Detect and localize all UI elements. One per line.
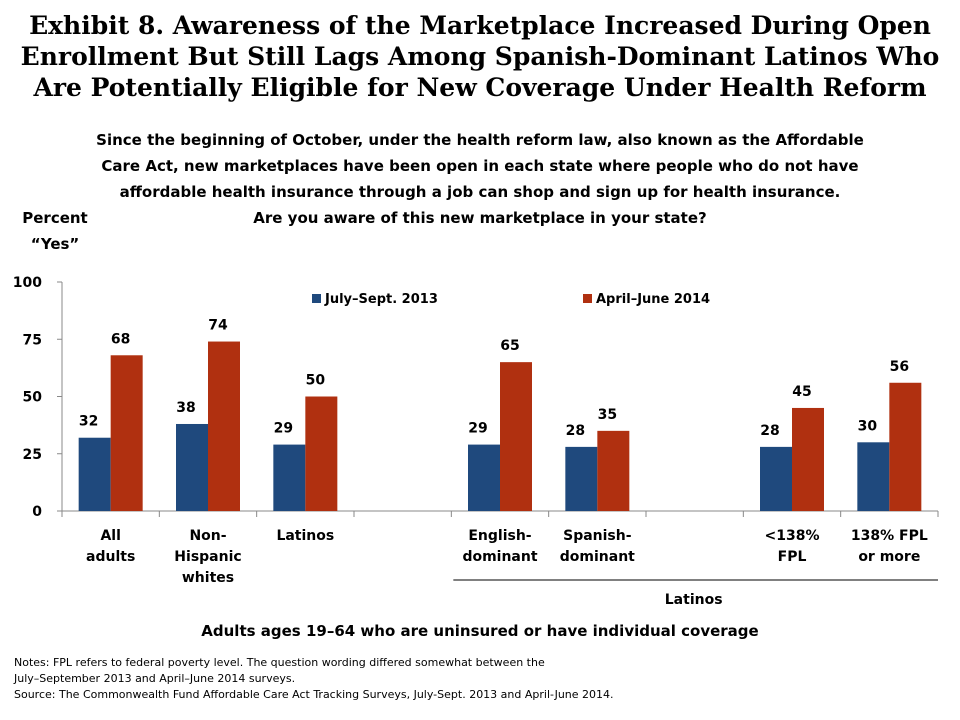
y-tick-label: 25 [23,447,42,463]
y-tick-label: 50 [23,390,43,406]
legend-label: July–Sept. 2013 [324,292,438,307]
category-label: adults [86,549,135,565]
bar [305,396,338,511]
bar [110,355,143,511]
title-line: Exhibit 8. Awareness of the Marketplace … [29,11,931,40]
y-tick-label: 75 [23,332,42,348]
bar [597,430,630,511]
data-label: 32 [79,414,98,430]
category-label: 138% FPL [851,528,928,544]
category-label: All [100,528,120,544]
category-label: Hispanic [174,549,241,565]
data-label: 50 [306,373,326,389]
question-line: affordable health insurance through a jo… [119,183,841,201]
title-line: Enrollment But Still Lags Among Spanish-… [20,42,940,71]
title-line: Are Potentially Eligible for New Coverag… [33,73,927,102]
x-axis-title: Adults ages 19–64 who are uninsured or h… [201,622,758,640]
data-label: 29 [274,421,293,437]
legend-swatch [312,294,321,303]
notes-line: Notes: FPL refers to federal poverty lev… [14,656,545,669]
chart-title: Exhibit 8. Awareness of the Marketplace … [0,10,960,103]
data-label: 45 [792,384,811,400]
data-label: 28 [760,423,779,439]
question-line: Care Act, new marketplaces have been ope… [101,157,859,175]
category-label: <138% [765,528,820,544]
category-label: whites [182,570,234,586]
legend-swatch [583,294,592,303]
group-label: Latinos [665,592,723,608]
category-label: Spanish- [563,528,632,544]
category-label: Latinos [276,528,334,544]
bar [273,444,306,511]
bar [889,382,922,511]
y-tick-label: 100 [13,275,42,291]
y-axis-title-line: “Yes” [30,235,80,253]
source-line: Source: The Commonwealth Fund Affordable… [14,688,614,701]
category-label: FPL [778,549,807,565]
data-label: 29 [468,421,487,437]
data-label: 28 [566,423,585,439]
data-label: 35 [598,407,617,423]
bar [208,341,240,511]
y-tick-label: 0 [32,504,42,520]
category-label: Non- [189,528,226,544]
data-label: 38 [176,400,195,416]
y-axis-title: Percent “Yes” [10,205,100,257]
bar [176,423,208,511]
data-label: 65 [500,338,519,354]
data-label: 68 [111,331,130,347]
notes-line: July–September 2013 and April–June 2014 … [14,672,296,685]
bar [468,444,500,511]
question-line: Are you aware of this new marketplace in… [253,209,707,227]
bar [760,446,792,511]
question-line: Since the beginning of October, under th… [96,131,864,149]
bar [78,437,111,511]
notes: Notes: FPL refers to federal poverty lev… [14,655,944,703]
bar [792,407,824,511]
y-axis-title-line: Percent [22,209,88,227]
survey-question: Since the beginning of October, under th… [70,127,890,231]
bar [500,362,532,511]
data-label: 30 [858,418,878,434]
legend-label: April–June 2014 [596,292,710,307]
data-label: 56 [890,359,909,375]
category-label: or more [858,549,920,565]
category-label: English- [468,528,531,544]
bar [857,442,890,511]
category-label: dominant [462,549,537,565]
category-label: dominant [560,549,635,565]
bar [565,446,598,511]
data-label: 74 [208,318,228,334]
